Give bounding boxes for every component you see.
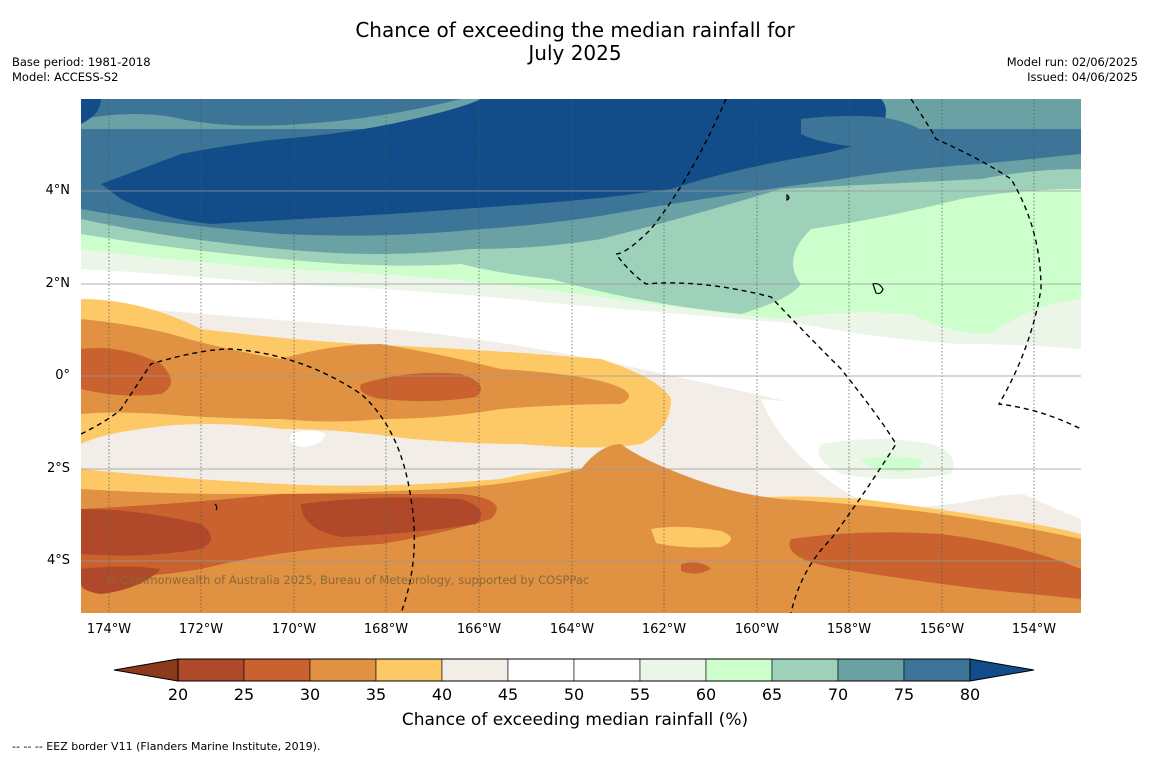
lon-label-156w: 156°W: [919, 622, 965, 637]
lat-label-2s: 2°S: [46, 461, 70, 476]
base-period-text: Base period: 1981-2018: [12, 55, 151, 69]
lat-label-4n: 4°N: [45, 183, 71, 198]
region-75-80-north: [801, 115, 931, 148]
region-45-55-hole: [289, 430, 326, 447]
colorbar-tick: 55: [629, 685, 651, 704]
title-line-1: Chance of exceeding the median rainfall …: [355, 18, 795, 42]
region-20-25-west: [81, 509, 211, 556]
region-80-plus: [81, 99, 886, 224]
region-25-30-south-east: [789, 532, 1081, 599]
colorbar-cell: [375, 658, 443, 682]
region-40-45-hole: [141, 424, 641, 472]
model-text: Model: ACCESS-S2: [12, 70, 119, 84]
longitude-gridlines: [108, 99, 1035, 613]
colorbar-tick: 30: [299, 685, 321, 704]
lon-label-168w: 168°W: [363, 622, 409, 637]
colorbar-tick: 60: [695, 685, 717, 704]
region-25-30-equator: [360, 372, 481, 402]
region-20-25-sw: [81, 566, 161, 594]
region-60-65-south: [861, 456, 922, 472]
colorbar-tick: 65: [761, 685, 783, 704]
colorbar-tick: 45: [497, 685, 519, 704]
lat-label-2n: 2°N: [45, 276, 71, 291]
colorbar-tick: 70: [827, 685, 849, 704]
issued-text: Issued: 04/06/2025: [1027, 70, 1138, 84]
colorbar-extend-low: [114, 658, 179, 682]
eez-footnote: -- -- -- EEZ border V11 (Flanders Marine…: [12, 740, 321, 753]
region-35-40-patch: [651, 526, 731, 548]
colorbar-cell: [771, 658, 839, 682]
colorbar-cell: [705, 658, 773, 682]
colorbar-cell: [639, 658, 707, 682]
colorbar-cell: [441, 658, 509, 682]
colorbar-tick: 40: [431, 685, 453, 704]
colorbar-cell: [309, 658, 377, 682]
lat-label-0: 0°: [55, 368, 70, 383]
colorbar-cell: [573, 658, 641, 682]
lon-label-158w: 158°W: [826, 622, 872, 637]
region-25-30-west: [81, 348, 171, 396]
eez-borders: [81, 99, 1081, 613]
colorbar-tick: 35: [365, 685, 387, 704]
copyright-text: © Commonwealth of Australia 2025, Bureau…: [105, 573, 589, 587]
colorbar-cell: [507, 658, 575, 682]
region-30-35-patch: [521, 383, 602, 396]
colorbar-label: Chance of exceeding median rainfall (%): [401, 710, 749, 730]
colorbar: [114, 658, 1035, 682]
region-25-30-small: [681, 562, 711, 574]
lon-label-166w: 166°W: [456, 622, 502, 637]
meta-left: Base period: 1981-2018 Model: ACCESS-S2: [12, 55, 151, 85]
colorbar-cell: [177, 658, 245, 682]
lon-label-164w: 164°W: [549, 622, 595, 637]
lon-label-172w: 172°W: [178, 622, 224, 637]
model-run-text: Model run: 02/06/2025: [1006, 55, 1138, 69]
lon-label-174w: 174°W: [86, 622, 132, 637]
lon-label-162w: 162°W: [641, 622, 687, 637]
lon-label-160w: 160°W: [734, 622, 780, 637]
region-30-35-south: [81, 444, 1081, 613]
lon-label-154w: 154°W: [1011, 622, 1057, 637]
latitude-gridlines: [81, 190, 1081, 562]
colorbar-tick: 50: [563, 685, 585, 704]
colorbar-tick: 75: [893, 685, 915, 704]
colorbar-tick: 80: [959, 685, 981, 704]
lat-label-4s: 4°S: [46, 553, 70, 568]
map-title: Chance of exceeding the median rainfall …: [0, 19, 1150, 65]
lon-label-170w: 170°W: [271, 622, 317, 637]
colorbar-cells: [114, 658, 1035, 682]
colorbar-extend-high: [969, 658, 1035, 682]
meta-right: Model run: 02/06/2025 Issued: 04/06/2025: [1007, 55, 1138, 85]
colorbar-cell: [903, 658, 971, 682]
region-30-35-equator: [81, 319, 629, 422]
colorbar-tick: 20: [167, 685, 189, 704]
colorbar-cell: [243, 658, 311, 682]
title-line-2: July 2025: [528, 41, 622, 65]
colorbar-cell: [837, 658, 905, 682]
islands: [214, 193, 884, 511]
rainfall-map: © Commonwealth of Australia 2025, Bureau…: [81, 99, 1081, 613]
colorbar-tick: 25: [233, 685, 255, 704]
region-20-25-central: [301, 497, 481, 537]
